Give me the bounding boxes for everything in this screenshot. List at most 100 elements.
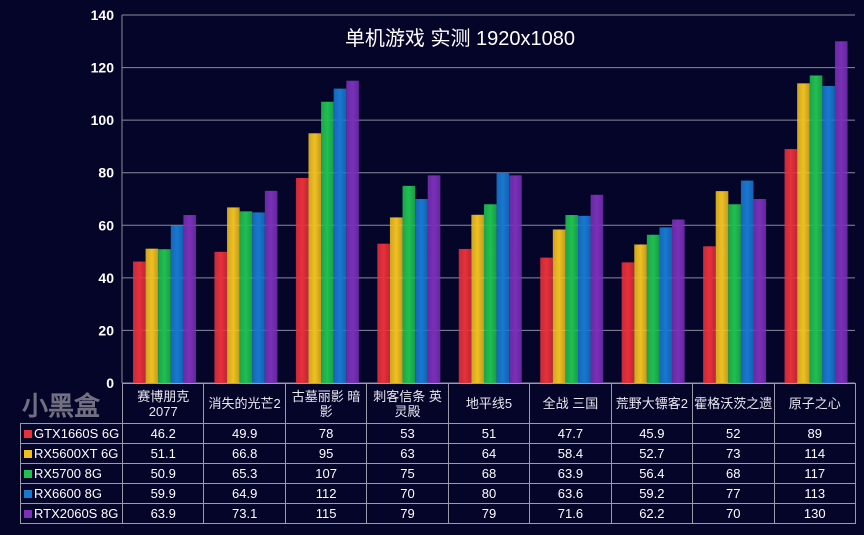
bar xyxy=(415,199,428,383)
data-label: 47.7 xyxy=(529,423,612,444)
data-label: 117 xyxy=(773,463,856,484)
bar xyxy=(427,175,441,383)
legend-entry: RX5700 8G xyxy=(20,463,123,484)
bar xyxy=(227,207,240,383)
bar xyxy=(158,249,171,383)
data-label: 50.9 xyxy=(121,463,205,484)
bar xyxy=(740,180,754,383)
bar xyxy=(509,175,522,383)
data-label: 68 xyxy=(447,463,531,484)
table-row: RTX2060S 8G 63.9 73.1 115 79 79 71.6 62.2 70 130 xyxy=(20,503,856,524)
data-label: 62.2 xyxy=(610,503,694,524)
bar xyxy=(133,261,146,383)
data-label: 70 xyxy=(692,503,775,524)
bar xyxy=(321,101,334,383)
data-label: 79 xyxy=(447,503,531,524)
bar xyxy=(346,80,359,383)
bar xyxy=(496,172,510,383)
bar xyxy=(809,75,823,383)
legend-entry: RTX2060S 8G xyxy=(20,503,123,524)
bar xyxy=(552,229,566,383)
bar xyxy=(784,149,798,383)
table-row: RX5600XT 6G 51.1 66.8 95 63 64 58.4 52.7 73 114 xyxy=(20,443,856,464)
data-label: 66.8 xyxy=(203,443,286,464)
bar xyxy=(295,177,309,383)
category-label: 地平线5 xyxy=(447,383,531,424)
legend-entry: RX5600XT 6G xyxy=(20,443,123,464)
legend-entry: GTX1660S 6G xyxy=(20,423,123,444)
bar xyxy=(308,133,322,383)
category-label: 古墓丽影 暗影 xyxy=(284,383,368,424)
data-label: 75 xyxy=(366,463,449,484)
data-label: 52 xyxy=(692,423,775,444)
category-label: 全战 三国 xyxy=(529,383,612,424)
bar xyxy=(389,217,403,383)
y-tick-label: 140 xyxy=(91,7,115,23)
legend-swatch xyxy=(24,470,32,478)
legend-swatch xyxy=(24,490,32,498)
watermark: 小黑盒 xyxy=(22,391,101,421)
bar xyxy=(634,244,647,383)
bar xyxy=(540,257,553,383)
legend-swatch xyxy=(24,510,32,518)
data-label: 53 xyxy=(366,423,449,444)
data-label: 63.9 xyxy=(529,463,612,484)
data-label: 51.1 xyxy=(121,443,205,464)
bar xyxy=(753,199,767,383)
data-label: 73 xyxy=(692,443,775,464)
bar xyxy=(703,246,716,383)
data-table: 赛博朋克2077 消失的光芒2 古墓丽影 暗影 刺客信条 英灵殿 地平线5 全战 三国 荒野… xyxy=(20,383,856,524)
data-label: 130 xyxy=(773,503,856,524)
category-label: 刺客信条 英灵殿 xyxy=(366,383,449,424)
bar xyxy=(590,194,604,383)
data-label: 113 xyxy=(773,483,856,504)
data-label: 73.1 xyxy=(203,503,286,524)
bar xyxy=(239,211,253,383)
y-tick-label: 80 xyxy=(98,165,114,181)
bar xyxy=(377,243,390,383)
legend-swatch xyxy=(24,430,32,438)
table-row: RX6600 8G 59.9 64.9 112 70 80 63.6 59.2 77 113 xyxy=(20,483,856,504)
bar xyxy=(578,215,591,383)
bar xyxy=(458,248,472,383)
bar xyxy=(646,234,660,383)
data-label: 112 xyxy=(284,483,368,504)
series-name: RTX2060S 8G xyxy=(34,506,119,521)
bar xyxy=(170,225,184,383)
bar xyxy=(621,262,635,383)
series-name: RX6600 8G xyxy=(34,486,102,501)
bar xyxy=(183,215,196,383)
y-tick-label: 120 xyxy=(91,60,115,76)
data-label: 80 xyxy=(447,483,531,504)
category-label: 霍格沃茨之遗 xyxy=(692,383,775,424)
data-label: 64.9 xyxy=(203,483,286,504)
bar xyxy=(715,191,729,383)
bar xyxy=(264,190,278,383)
data-label: 70 xyxy=(366,483,449,504)
data-label: 51 xyxy=(447,423,531,444)
bar xyxy=(214,251,228,383)
data-label: 77 xyxy=(692,483,775,504)
bar xyxy=(728,204,741,383)
legend-swatch xyxy=(24,450,32,458)
data-label: 45.9 xyxy=(610,423,694,444)
y-tick-label: 0 xyxy=(106,375,114,391)
data-label: 56.4 xyxy=(610,463,694,484)
category-label: 消失的光芒2 xyxy=(203,383,286,424)
data-label: 79 xyxy=(366,503,449,524)
data-label: 64 xyxy=(447,443,531,464)
data-label: 95 xyxy=(284,443,368,464)
data-label: 63.9 xyxy=(121,503,205,524)
bar xyxy=(471,214,484,383)
data-label: 115 xyxy=(284,503,368,524)
bar xyxy=(834,41,848,384)
data-label: 63.6 xyxy=(529,483,612,504)
data-label: 59.2 xyxy=(610,483,694,504)
category-label: 荒野大镖客2 xyxy=(610,383,694,424)
bar xyxy=(672,219,685,383)
category-label: 赛博朋克2077 xyxy=(121,383,205,424)
data-label: 46.2 xyxy=(121,423,205,444)
bar xyxy=(483,204,497,383)
data-label: 107 xyxy=(284,463,368,484)
